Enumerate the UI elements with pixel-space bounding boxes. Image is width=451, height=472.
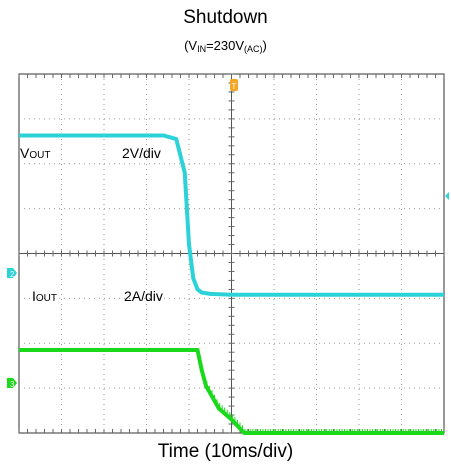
iout-label-main: I bbox=[32, 288, 36, 304]
vout-trace bbox=[19, 133, 444, 297]
svg-text:2: 2 bbox=[10, 270, 15, 279]
ch2-ground-marker: 2 bbox=[7, 268, 17, 279]
svg-text:3: 3 bbox=[10, 380, 15, 389]
subtitle-ac-sub: (AC) bbox=[244, 44, 263, 54]
x-axis-label: Time (10ms/div) bbox=[157, 441, 294, 462]
iout-scale-label: 2A/div bbox=[124, 288, 163, 304]
vout-scale-label: 2V/div bbox=[122, 145, 161, 161]
iout-noise bbox=[201, 364, 442, 435]
vout-label-sub: OUT bbox=[29, 150, 50, 161]
chart-subtitle: (VIN=230V(AC)) bbox=[0, 38, 451, 54]
vout-label-main: V bbox=[20, 145, 30, 161]
trigger-level-marker bbox=[445, 192, 449, 200]
iout-label-sub: OUT bbox=[36, 293, 57, 304]
subtitle-mid: =230V bbox=[206, 38, 245, 53]
subtitle-prefix: (V bbox=[184, 38, 198, 53]
subtitle-suffix: ) bbox=[262, 38, 267, 53]
trigger-position-marker: T bbox=[230, 79, 238, 91]
svg-text:T: T bbox=[232, 82, 237, 91]
chart-title: Shutdown bbox=[183, 7, 268, 28]
scope-grid bbox=[18, 73, 445, 434]
subtitle-in-sub: IN bbox=[197, 44, 207, 54]
ch3-ground-marker: 3 bbox=[7, 378, 17, 389]
scope-traces bbox=[19, 133, 444, 435]
iout-label: IOUT bbox=[32, 288, 57, 304]
vout-label: VOUT bbox=[20, 145, 50, 161]
